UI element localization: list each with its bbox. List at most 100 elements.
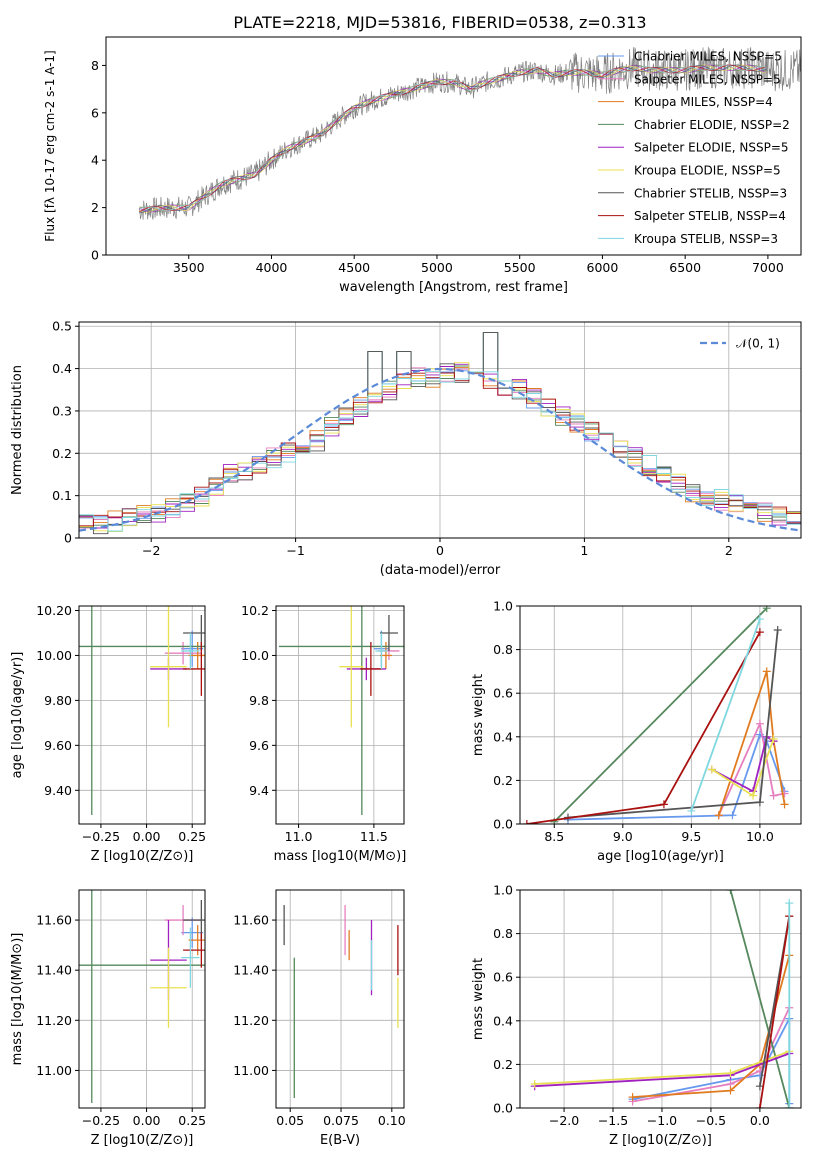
y-axis-label: mass weight <box>471 674 486 756</box>
marker-kroupa_elodie <box>530 1080 539 1089</box>
line-chabrier_elodie <box>553 607 768 823</box>
y-axis-label: age [log10(age/yr)] <box>10 652 25 779</box>
y-tick-label: 11.40 <box>36 963 72 978</box>
x-tick-label: −1 <box>286 543 304 558</box>
legend-label: Chabrier STELIB, NSSP=3 <box>634 186 787 200</box>
line-chabrier_elodie <box>729 890 791 1108</box>
axes-frame <box>275 889 405 1109</box>
y-tick-label: 11.60 <box>36 913 72 928</box>
y-tick-label: 0.6 <box>493 686 513 701</box>
x-tick-label: 0.00 <box>133 829 161 844</box>
marker-salpeter_miles <box>769 791 778 800</box>
line-salpeter_stelib <box>759 916 791 1108</box>
marker-salpeter_miles <box>755 719 764 728</box>
legend-label: Kroupa MILES, NSSP=4 <box>634 95 773 109</box>
y-tick-label: 0.8 <box>493 642 513 657</box>
plot-area <box>79 890 205 1108</box>
x-tick-label: 0 <box>436 543 444 558</box>
marker-chabrier_elodie <box>726 890 735 894</box>
y-tick-label: 11.60 <box>233 913 269 928</box>
axes-frame <box>78 605 206 825</box>
y-tick-label: 0.4 <box>493 1013 513 1028</box>
x-tick-label: −0.25 <box>82 829 120 844</box>
y-tick-label: 0.4 <box>493 729 513 744</box>
axes-frame <box>78 321 802 539</box>
marker-kroupa_stelib <box>785 1104 794 1108</box>
marker-kroupa_elodie <box>707 765 716 774</box>
x-axis-label: mass [log10(M/M⊙)] <box>274 849 407 864</box>
y-tick-label: 11.20 <box>233 1013 269 1028</box>
y-tick-label: 0.5 <box>52 319 72 334</box>
y-tick-label: 11.00 <box>36 1063 72 1078</box>
x-tick-label: 9.0 <box>613 829 633 844</box>
axes-frame <box>78 889 206 1109</box>
legend-label: Chabrier MILES, NSSP=5 <box>634 50 782 64</box>
model-kroupa_stelib <box>138 64 767 212</box>
marker-chabrier_elodie <box>550 817 559 824</box>
y-tick-label: 1.0 <box>493 599 513 614</box>
marker-kroupa_elodie <box>726 1069 735 1078</box>
legend-label: Salpeter MILES, NSSP=5 <box>634 72 781 86</box>
x-axis-label: age [log10(age/yr)] <box>597 849 724 864</box>
marker-kroupa_stelib <box>785 899 794 908</box>
marker-kroupa_stelib <box>687 806 696 815</box>
marker-salpeter_stelib <box>522 820 531 824</box>
marker-salpeter_stelib <box>755 628 764 637</box>
x-tick-label: −2.0 <box>549 1113 579 1128</box>
y-axis-label: mass weight <box>471 958 486 1040</box>
y-axis-label: Normed distribution <box>10 365 25 495</box>
x-tick-label: 0.25 <box>178 1113 206 1128</box>
x-tick-label: 6500 <box>669 260 701 275</box>
x-tick-label: 7000 <box>752 260 784 275</box>
marker-kroupa_elodie <box>749 791 758 800</box>
x-axis-label: wavelength [Angstrom, rest frame] <box>339 280 568 295</box>
marker-kroupa_miles <box>714 811 723 820</box>
plot-area <box>520 606 801 824</box>
y-tick-label: 0.6 <box>493 970 513 985</box>
marker-chabrier_stelib <box>755 798 764 807</box>
model-salpeter_elodie <box>138 64 767 213</box>
x-tick-label: 11.0 <box>285 829 313 844</box>
y-tick-label: 0.0 <box>493 1101 513 1116</box>
x-tick-label: −1.0 <box>647 1113 677 1128</box>
y-tick-label: 10.20 <box>36 603 72 618</box>
charts-group: 3500 4000 4500 5000 5500 6000 6500 7000 0 2 4 6 8 wav… <box>10 36 802 1148</box>
legend: 𝒩(0, 1) <box>700 337 780 351</box>
hist-kroupa_stelib <box>79 371 801 532</box>
y-tick-label: 10.00 <box>36 648 72 663</box>
chart-residuals: −2 −1 0 1 2 0 0.1 0.2 0.3 0.4 0.5 (data-model)/erro… <box>10 319 802 578</box>
y-axis-label: Flux [fλ 10-17 erg cm-2 s-1 A-1] <box>43 50 57 242</box>
y-tick-label: 4 <box>91 153 99 168</box>
chart-mass_vs_Z: −0.25 0.00 0.25 11.00 11.20 11.40 11.60 Z [log1… <box>10 889 206 1148</box>
y-tick-label: 11.40 <box>233 963 269 978</box>
legend-label: Chabrier ELODIE, NSSP=2 <box>634 118 790 132</box>
y-tick-label: 0.8 <box>493 926 513 941</box>
y-tick-label: 0 <box>91 248 99 263</box>
x-tick-label: 5000 <box>421 260 453 275</box>
legend-label: Salpeter ELODIE, NSSP=5 <box>634 141 789 155</box>
x-tick-label: 5500 <box>504 260 536 275</box>
marker-kroupa_miles <box>762 667 771 676</box>
y-tick-label: 1.0 <box>493 883 513 898</box>
x-axis-label: (data-model)/error <box>380 563 501 578</box>
marker-kroupa_stelib <box>755 615 764 624</box>
y-tick-label: 11.00 <box>233 1063 269 1078</box>
chart-mass_weight_vs_Z: −2.0 −1.5 −1.0 −0.5 0.0 0.0 0.2 0.4 0.6 0.8 1.0 Z [… <box>471 883 802 1148</box>
x-tick-label: 0.10 <box>378 1113 406 1128</box>
y-tick-label: 6 <box>91 105 99 120</box>
y-tick-label: 2 <box>91 200 99 215</box>
legend-label: 𝒩(0, 1) <box>736 337 780 351</box>
x-tick-label: 3500 <box>173 260 205 275</box>
chart-age_vs_Z: −0.25 0.00 0.25 9.40 9.60 9.80 10.00 10.20 Z [lo… <box>10 603 206 864</box>
line-salpeter_miles <box>717 720 785 816</box>
x-tick-label: 1 <box>580 543 588 558</box>
x-tick-label: −1.5 <box>598 1113 628 1128</box>
legend: Chabrier MILES, NSSP=5 Salpeter MILES, NS… <box>598 50 790 246</box>
y-tick-label: 0.2 <box>493 773 513 788</box>
x-tick-label: 2 <box>725 543 733 558</box>
line-chabrier_miles <box>567 732 786 821</box>
x-tick-label: −2 <box>142 543 160 558</box>
marker-chabrier_miles <box>728 811 737 820</box>
axes-frame <box>275 605 405 825</box>
